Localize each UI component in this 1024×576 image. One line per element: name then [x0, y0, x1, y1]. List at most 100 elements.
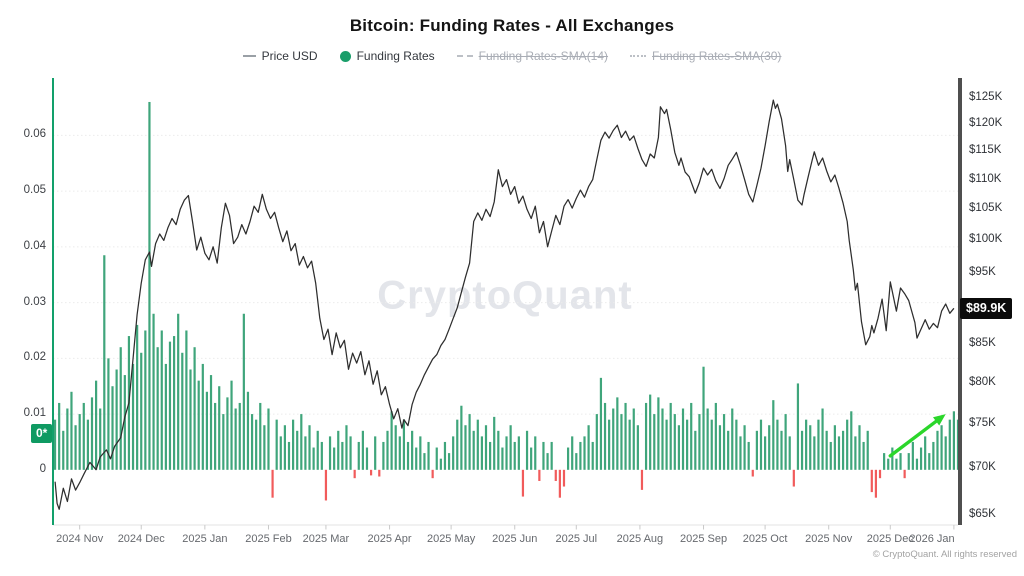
funding-bar	[710, 419, 713, 470]
funding-bar	[189, 369, 192, 470]
funding-bar	[505, 436, 508, 470]
funding-bar	[764, 436, 767, 470]
funding-bar	[267, 408, 270, 470]
funding-bar	[82, 402, 85, 470]
funding-bar	[907, 453, 910, 470]
funding-bar	[821, 408, 824, 470]
funding-bar	[427, 441, 430, 470]
funding-bar	[722, 414, 726, 470]
funding-bar	[497, 430, 500, 470]
funding-bar	[538, 469, 541, 481]
funding-bar	[714, 402, 717, 470]
x-axis-month-label: 2025 May	[426, 533, 476, 545]
funding-bar	[99, 408, 102, 470]
funding-bar	[119, 347, 122, 470]
funding-bar	[813, 436, 816, 470]
funding-bar	[805, 419, 808, 470]
funding-bar	[825, 430, 828, 470]
funding-bar	[365, 447, 369, 470]
funding-bar	[201, 363, 204, 470]
funding-bar	[386, 430, 389, 470]
legend-item-funding-rates[interactable]: Funding Rates	[339, 49, 435, 63]
funding-bar	[484, 425, 488, 470]
funding-bar	[123, 375, 126, 470]
funding-bar	[817, 419, 820, 470]
x-axis-month-label: 2025 Feb	[245, 533, 292, 545]
x-axis-month-label: 2025 Nov	[805, 533, 853, 545]
funding-bar	[587, 425, 590, 470]
funding-bar	[583, 436, 586, 470]
funding-bar	[731, 408, 734, 470]
funding-bar	[341, 441, 344, 470]
funding-bar	[378, 469, 381, 477]
funding-bar	[328, 436, 332, 470]
funding-bar	[755, 430, 758, 470]
funding-bar	[86, 419, 89, 470]
funding-bar	[472, 430, 475, 470]
right-axis-tick: $70K	[969, 460, 996, 473]
funding-bar	[271, 469, 274, 498]
funding-bar	[431, 469, 434, 479]
legend-item-funding-rates-sma-30-[interactable]: Funding Rates-SMA(30)	[630, 49, 781, 63]
funding-bar	[107, 358, 110, 470]
funding-bar	[296, 430, 299, 470]
funding-bar	[111, 386, 114, 470]
chart-title: Bitcoin: Funding Rates - All Exchanges	[349, 16, 675, 35]
funding-bar	[924, 436, 927, 470]
funding-bar	[534, 436, 537, 470]
right-axis-tick: $105K	[969, 202, 1003, 215]
funding-bar	[681, 408, 685, 470]
funding-bar	[181, 352, 184, 470]
funding-bar	[603, 402, 607, 470]
funding-bar	[464, 425, 467, 470]
funding-bar	[357, 441, 360, 470]
funding-bar	[439, 458, 442, 470]
funding-bar	[883, 453, 886, 470]
funding-bar	[546, 453, 549, 470]
funding-bar	[530, 447, 533, 470]
funding-bar	[435, 447, 438, 470]
funding-bar	[562, 469, 566, 487]
left-axis-tick: 0.06	[23, 128, 46, 141]
x-axis-month-label: 2025 Sep	[679, 533, 728, 545]
funding-bar	[858, 425, 861, 470]
x-axis-month-label: 2024 Nov	[56, 533, 104, 545]
funding-bar	[517, 436, 520, 470]
funding-bar	[620, 414, 623, 470]
funding-bar	[624, 402, 627, 470]
funding-bar	[230, 380, 233, 470]
left-axis-tick: 0	[39, 462, 46, 475]
funding-bar	[669, 402, 672, 470]
funding-bar	[423, 453, 426, 470]
legend-label: Funding Rates-SMA(30)	[652, 49, 782, 63]
funding-bar	[152, 313, 155, 470]
funding-bar	[649, 394, 652, 470]
legend-item-funding-rates-sma-14-[interactable]: Funding Rates-SMA(14)	[456, 49, 609, 63]
funding-bar	[653, 414, 656, 470]
funding-bar	[878, 469, 882, 479]
funding-bar	[891, 447, 894, 470]
funding-bar	[148, 101, 151, 470]
funding-bar	[591, 441, 594, 470]
left-axis-tick: 0.01	[23, 407, 46, 420]
funding-bar	[866, 430, 869, 470]
x-axis-month-label: 2025 Jul	[555, 533, 598, 545]
x-axis-month-label: 2024 Dec	[117, 533, 165, 545]
funding-bar	[53, 419, 57, 470]
funding-bar	[599, 377, 603, 470]
right-axis-tick: $100K	[969, 233, 1003, 246]
funding-bar	[209, 375, 213, 470]
legend-label: Funding Rates-SMA(14)	[478, 49, 609, 63]
funding-bar	[850, 411, 853, 470]
funding-bar	[205, 391, 209, 470]
funding-bar	[571, 436, 574, 470]
funding-bar	[58, 402, 61, 470]
right-axis-tick: $115K	[969, 144, 1002, 157]
funding-bar	[554, 469, 557, 481]
funding-bar	[686, 419, 689, 470]
legend-item-price-usd[interactable]: Price USD	[242, 49, 318, 63]
funding-bar	[521, 469, 525, 497]
funding-bar	[103, 255, 106, 470]
funding-bar	[612, 408, 615, 470]
